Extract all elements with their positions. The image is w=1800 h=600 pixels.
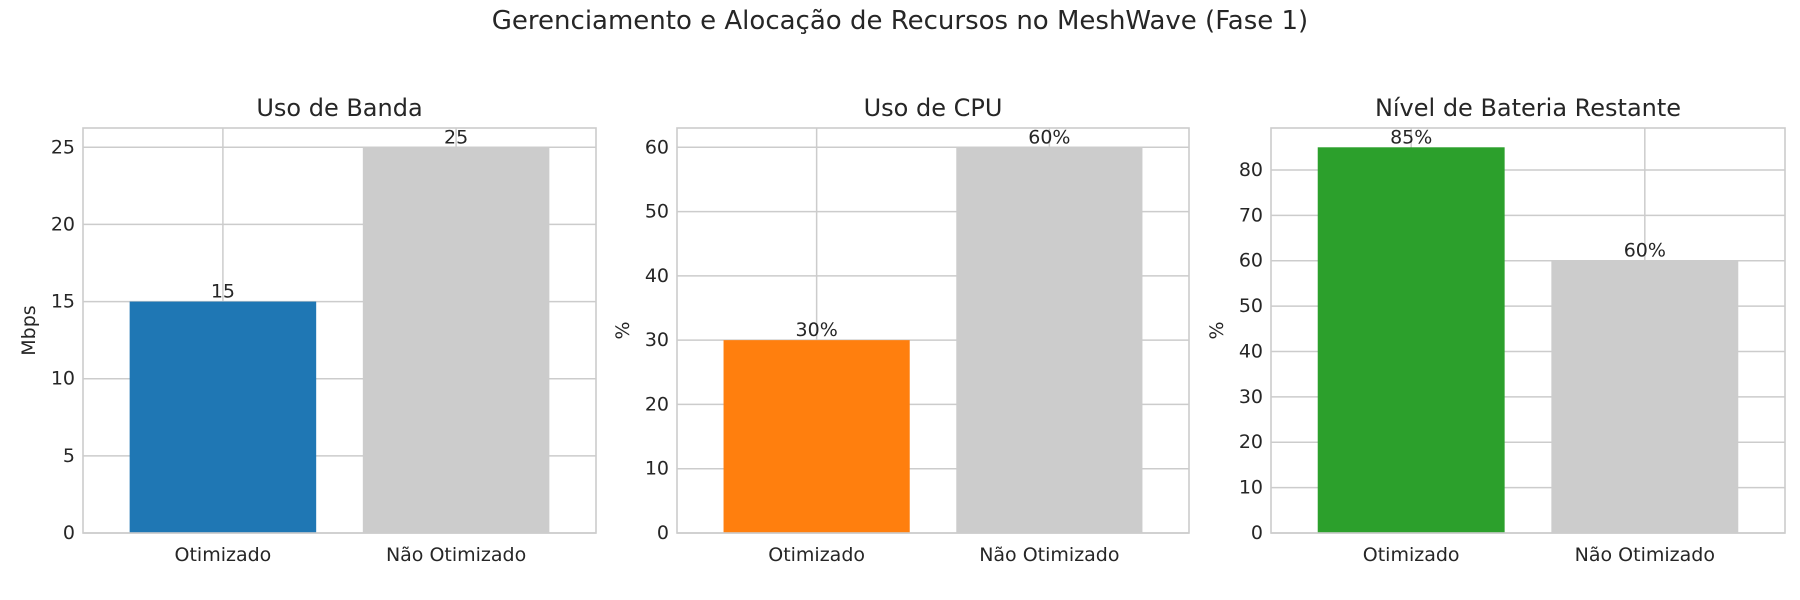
data-label: 30% (796, 319, 838, 341)
y-tick-label: 40 (1239, 340, 1263, 362)
y-tick-label: 20 (645, 393, 669, 415)
y-tick-label: 60 (645, 136, 669, 158)
y-tick-label: 25 (51, 136, 75, 158)
subplot-1: 15 25 0 5 10 15 20 25 Otimizado Não Otimizado Uso … (18, 94, 597, 566)
axes-frame (1270, 127, 1786, 534)
y-tick-label: 0 (1251, 522, 1263, 544)
y-tick-label: 10 (645, 458, 669, 480)
bar-2 (362, 147, 550, 534)
data-label: 60% (1624, 240, 1666, 262)
axes-frame (82, 127, 597, 534)
data-label: 15 (211, 281, 235, 303)
data-label: 85% (1390, 126, 1432, 148)
y-tick-label: 30 (1239, 386, 1263, 408)
y-tick-label: 0 (657, 522, 669, 544)
subplot-2: 30% 60% 0 10 20 30 40 50 60 Otimizado Não Otimizad… (612, 94, 1190, 566)
y-axis-label: % (612, 321, 634, 339)
subplot-3: 85% 60% 0 10 20 30 40 50 60 70 80 Otimizado Não Otim… (1206, 94, 1786, 566)
y-axis-label: % (1206, 321, 1228, 339)
y-tick-label: 10 (51, 368, 75, 390)
x-tick-label: Otimizado (1363, 544, 1460, 566)
y-tick-label: 30 (645, 329, 669, 351)
bar-2 (956, 147, 1143, 534)
x-tick-label: Otimizado (175, 544, 272, 566)
subplot-title: Nível de Bateria Restante (1375, 94, 1681, 122)
data-label: 60% (1028, 126, 1070, 148)
subplot-title: Uso de CPU (864, 94, 1003, 122)
subplot-title: Uso de Banda (256, 94, 422, 122)
y-tick-label: 80 (1239, 159, 1263, 181)
x-tick-label: Não Otimizado (386, 544, 526, 566)
axes-frame (676, 127, 1190, 534)
y-axis-label: Mbps (18, 305, 40, 355)
y-tick-label: 50 (645, 201, 669, 223)
bar-1 (723, 340, 910, 533)
bar-2 (1551, 260, 1739, 533)
data-label: 25 (444, 126, 468, 148)
x-tick-label: Não Otimizado (979, 544, 1119, 566)
y-tick-label: 60 (1239, 250, 1263, 272)
y-tick-label: 40 (645, 265, 669, 287)
y-tick-label: 50 (1239, 295, 1263, 317)
bar-1 (1317, 147, 1505, 534)
y-tick-label: 10 (1239, 477, 1263, 499)
y-tick-label: 15 (51, 291, 75, 313)
figure-title: Gerenciamento e Alocação de Recursos no … (491, 6, 1309, 36)
y-tick-label: 0 (63, 522, 75, 544)
x-tick-label: Otimizado (768, 544, 865, 566)
y-tick-label: 70 (1239, 204, 1263, 226)
x-tick-label: Não Otimizado (1575, 544, 1715, 566)
bar-1 (129, 301, 317, 533)
y-tick-label: 5 (63, 445, 75, 467)
y-tick-label: 20 (1239, 431, 1263, 453)
y-tick-label: 20 (51, 213, 75, 235)
